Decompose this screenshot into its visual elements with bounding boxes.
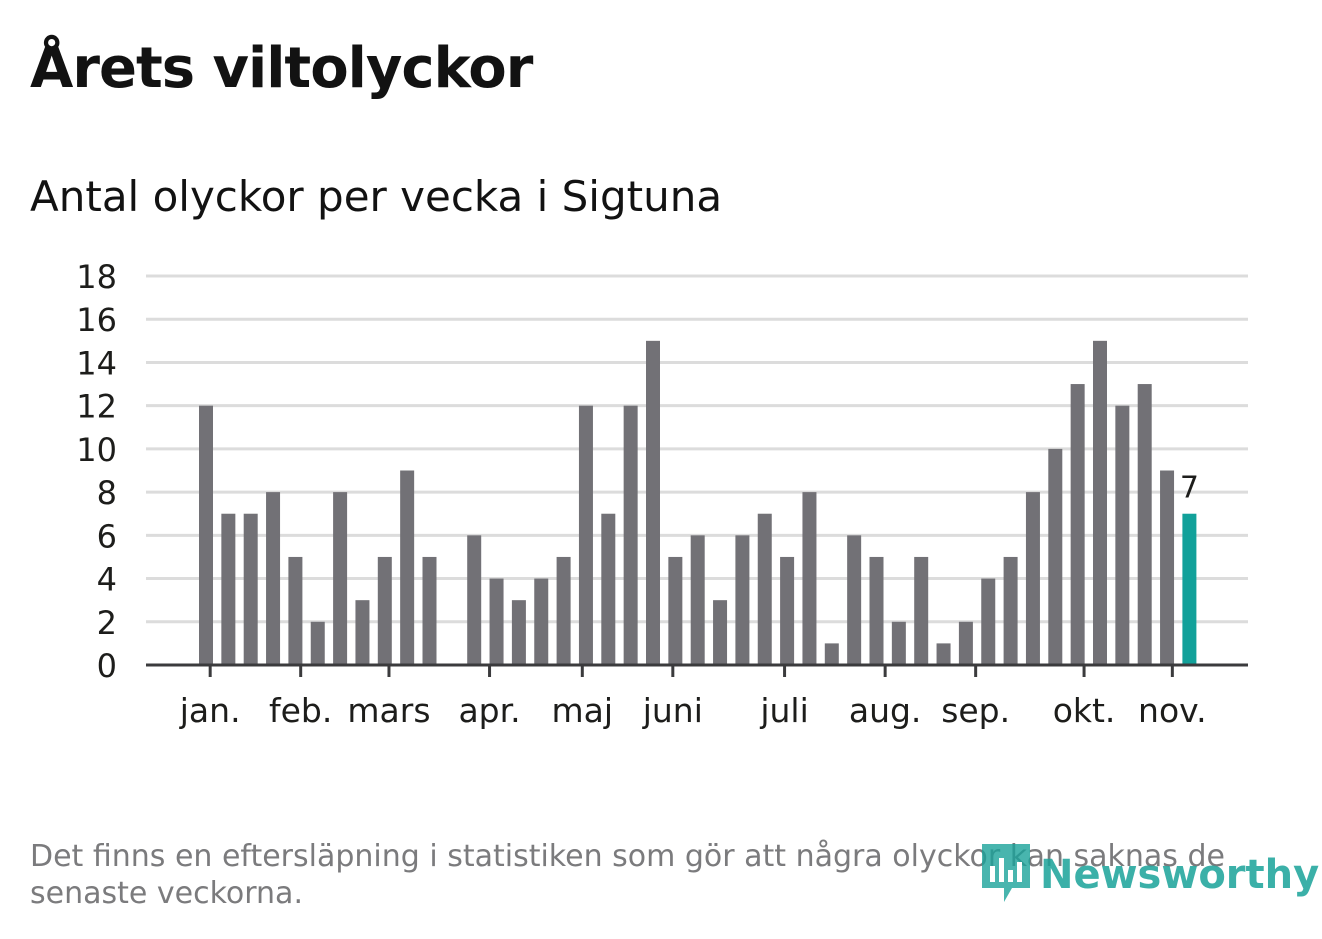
bar	[422, 556, 437, 665]
bar	[377, 556, 392, 665]
bar	[824, 643, 839, 665]
bar	[891, 621, 906, 665]
y-tick-label: 10	[76, 431, 117, 469]
bar	[467, 535, 482, 665]
bar	[623, 405, 638, 665]
bar	[1093, 340, 1107, 665]
x-tick-label: maj	[552, 691, 614, 730]
bar	[1048, 448, 1063, 665]
bar	[243, 513, 258, 665]
bar	[646, 340, 660, 665]
bar	[221, 513, 236, 665]
bar-highlight	[1182, 513, 1197, 665]
y-tick-label: 18	[76, 258, 117, 296]
bar	[1070, 384, 1085, 665]
bar	[199, 405, 213, 665]
bar	[668, 556, 683, 665]
y-tick-label: 6	[97, 517, 117, 555]
bars	[199, 340, 1197, 665]
bar	[735, 535, 750, 665]
bar	[757, 513, 772, 665]
x-tick-label: okt.	[1053, 691, 1116, 730]
bar	[489, 578, 504, 665]
bar	[601, 513, 616, 665]
x-tick-label: aug.	[849, 691, 922, 730]
bar	[869, 556, 884, 665]
y-tick-label: 12	[76, 388, 117, 426]
bar	[578, 405, 593, 665]
bar	[1137, 384, 1152, 665]
x-tick-label: mars	[347, 691, 430, 730]
bar	[511, 600, 526, 665]
bar	[534, 578, 549, 665]
bar	[1003, 556, 1018, 665]
newsworthy-logo: Newsworthy	[980, 840, 1319, 910]
x-tick-label: juli	[759, 691, 808, 730]
bar	[690, 535, 705, 665]
bar	[780, 556, 795, 665]
x-tick-label: sep.	[941, 691, 1010, 730]
bar	[333, 492, 348, 665]
gridlines	[146, 274, 1248, 624]
bar	[556, 556, 571, 665]
bar	[400, 470, 415, 665]
x-tick-label: juni	[642, 691, 703, 730]
bar-labels: 7	[1180, 471, 1199, 506]
x-tick-label: apr.	[458, 691, 520, 730]
y-tick-label: 0	[97, 647, 117, 685]
bar	[847, 535, 862, 665]
logo-text: Newsworthy	[1040, 852, 1320, 898]
y-tick-label: 4	[97, 561, 117, 599]
y-axis-labels: 0 2 4 6 8 10 12 14 16 18	[76, 258, 117, 685]
y-tick-label: 8	[97, 474, 117, 512]
x-tick-label: nov.	[1138, 691, 1207, 730]
bar	[1025, 492, 1040, 665]
y-tick-label: 2	[97, 604, 117, 642]
bar	[1115, 405, 1130, 665]
bar	[310, 621, 325, 665]
bar	[936, 643, 951, 665]
chart-subtitle: Antal olyckor per vecka i Sigtuna	[30, 172, 723, 221]
bar	[981, 578, 996, 665]
bar	[802, 492, 817, 665]
y-tick-label: 16	[76, 301, 117, 339]
chart-title: Årets viltolyckor	[30, 36, 533, 101]
newsworthy-logo-icon	[982, 844, 1030, 902]
bar	[914, 556, 929, 665]
bar	[1160, 470, 1175, 665]
y-tick-label: 14	[76, 344, 117, 382]
bar	[355, 600, 370, 665]
x-tick-label: jan.	[179, 691, 241, 730]
bar	[266, 492, 281, 665]
highlight-value-label: 7	[1180, 471, 1199, 506]
x-tick-label: feb.	[269, 691, 332, 730]
bar	[958, 621, 973, 665]
bar	[288, 556, 303, 665]
bar	[713, 600, 728, 665]
x-axis-ticks: jan. feb. mars apr. maj juni juli aug. sep. okt. n…	[179, 665, 1207, 730]
